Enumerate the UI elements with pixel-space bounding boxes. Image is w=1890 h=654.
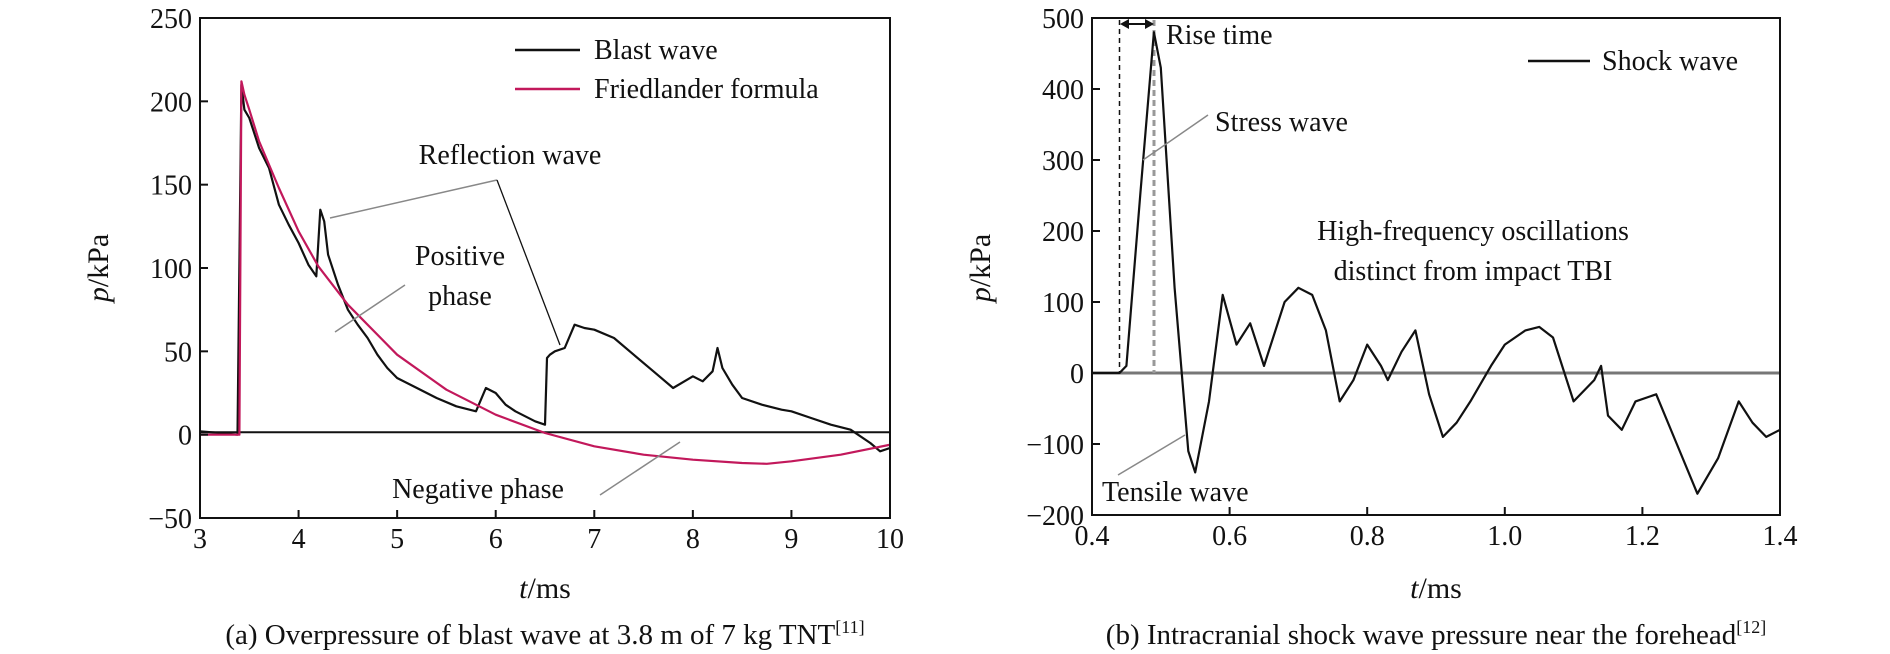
panel-b-xtick-label: 0.8	[1350, 521, 1385, 552]
panel-a-xlabel: t/ms	[519, 572, 571, 605]
panel-b-xtick-label: 1.4	[1763, 521, 1798, 552]
stress-wave-leader	[1142, 114, 1209, 161]
rise-time-arrowhead-left	[1120, 19, 1129, 29]
tensile-wave-leader	[1117, 434, 1186, 476]
panel-a-caption: (a) Overpressure of blast wave at 3.8 m …	[225, 617, 864, 651]
annotation-reflection-wave: Reflection wave	[419, 140, 602, 171]
positive-phase-leader	[334, 284, 406, 333]
annotation-high-frequency: High-frequency oscillations	[1317, 216, 1629, 247]
panel-a-ytick-label: 100	[150, 254, 192, 285]
panel-b-ylabel: p/kPa	[964, 234, 997, 304]
panel-b-ytick-label: 500	[1042, 4, 1084, 35]
annotation-distinct-from-tbi: distinct from impact TBI	[1334, 256, 1613, 287]
panel-a-xtick-label: 4	[292, 524, 306, 555]
panel-b-xtick-label: 1.0	[1487, 521, 1522, 552]
rise-time-arrowhead-right	[1145, 19, 1154, 29]
annotation-stress-wave: Stress wave	[1215, 107, 1348, 138]
panel-b-ytick-label: 100	[1042, 288, 1084, 319]
panel-a-xtick-label: 9	[784, 524, 798, 555]
panel-a-xtick-label: 3	[193, 524, 207, 555]
panel-a-xtick-label: 6	[489, 524, 503, 555]
panel-b-xtick-label: 0.4	[1075, 521, 1110, 552]
panel-b: 0.4 0.6 0.8 1.0 1.2 1.4 −200 −100 0 100 200 300 400 5…	[964, 4, 1798, 651]
panel-a-series-friedlander-formula	[200, 80, 890, 465]
legend-label-shock-wave: Shock wave	[1602, 46, 1738, 77]
panel-a-xtick-label: 5	[390, 524, 404, 555]
panel-a-ytick-label: 250	[150, 4, 192, 35]
panel-a-ytick-label: −50	[148, 504, 192, 535]
panel-b-ytick-label: −200	[1026, 501, 1084, 532]
panel-b-frame	[1091, 17, 1781, 516]
legend-label-blast-wave: Blast wave	[594, 35, 718, 66]
panel-b-ytick-label: 200	[1042, 217, 1084, 248]
negative-phase-leader	[599, 441, 681, 496]
panel-b-ytick-label: −100	[1026, 430, 1084, 461]
panel-b-ytick-label: 400	[1042, 75, 1084, 106]
panel-b-legend: Shock wave	[1528, 46, 1738, 77]
panel-a-ytick-label: 200	[150, 87, 192, 118]
panel-a-legend: Blast wave Friedlander formula	[515, 35, 819, 105]
panel-a-ytick-label: 150	[150, 171, 192, 202]
panel-b-series-shock-wave	[1092, 31, 1780, 495]
annotation-positive: Positive	[415, 241, 505, 272]
panel-a-ytick-label: 50	[164, 337, 192, 368]
legend-label-friedlander: Friedlander formula	[594, 74, 819, 105]
panel-b-xtick-label: 0.6	[1212, 521, 1247, 552]
panel-a-xtick-label: 10	[876, 524, 904, 555]
panel-a-ylabel: p/kPa	[82, 234, 115, 304]
panel-a-ytick-label: 0	[178, 421, 192, 452]
panel-a-series-blast-wave	[200, 83, 890, 453]
panel-a: 3 4 5 6 7 8 9 10 −50 0 50 100 150 200 250 Reflection w…	[82, 4, 904, 651]
panel-b-caption: (b) Intracranial shock wave pressure nea…	[1106, 617, 1766, 651]
panel-b-ytick-label: 300	[1042, 146, 1084, 177]
panel-b-ytick-label: 0	[1070, 359, 1084, 390]
panel-a-xtick-label: 7	[587, 524, 601, 555]
panel-b-xlabel: t/ms	[1410, 572, 1462, 605]
panel-a-xtick-label: 8	[686, 524, 700, 555]
reflection-wave-leader-1	[329, 179, 498, 219]
annotation-tensile-wave: Tensile wave	[1102, 477, 1249, 508]
annotation-negative-phase: Negative phase	[392, 474, 564, 505]
annotation-phase: phase	[428, 281, 492, 312]
annotation-rise-time: Rise time	[1166, 20, 1273, 51]
reflection-wave-leader-2	[496, 179, 561, 346]
panel-b-xtick-label: 1.2	[1625, 521, 1660, 552]
